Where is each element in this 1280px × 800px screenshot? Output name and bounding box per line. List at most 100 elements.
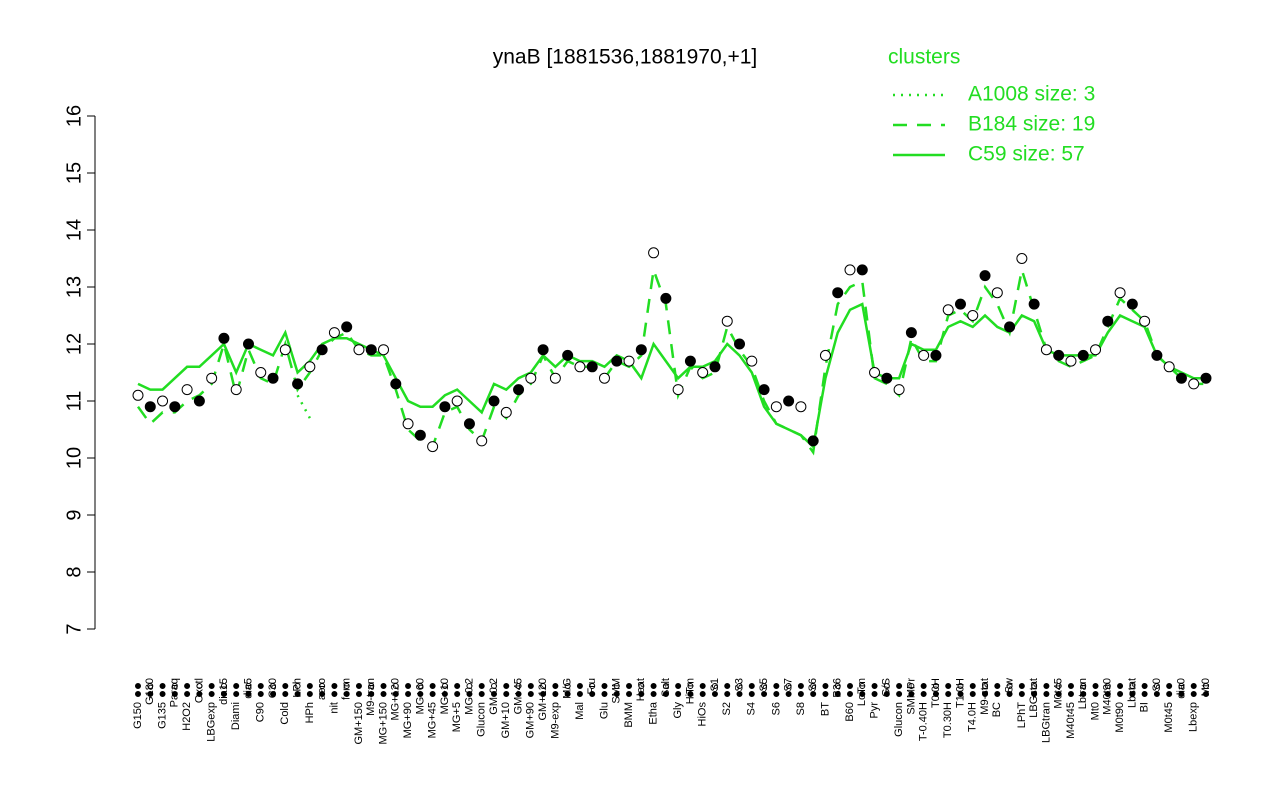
x-tick-dot — [908, 683, 915, 689]
x-tick-label: nit — [328, 702, 340, 714]
x-tick-dot — [1080, 691, 1087, 697]
point — [709, 361, 721, 373]
point — [684, 355, 696, 367]
point — [476, 435, 488, 447]
x-tick-dot — [405, 691, 412, 697]
x-tick-label: MG+5 — [451, 702, 463, 732]
point — [869, 367, 881, 378]
x-tick-dot — [650, 691, 657, 697]
x-tick-label: HPh — [304, 702, 316, 723]
point — [1028, 298, 1040, 310]
x-tick-label: Gly — [672, 702, 684, 719]
x-tick-dot — [662, 683, 669, 689]
x-tick-dot — [503, 683, 510, 689]
x-tick-dot — [613, 683, 620, 689]
x-tick-dot — [847, 683, 853, 689]
x-tick-dot — [920, 683, 927, 689]
legend-title: clusters — [888, 46, 960, 69]
x-tick-dot — [711, 683, 718, 689]
x-tick-dot — [454, 683, 461, 689]
x-tick-dot — [355, 691, 362, 697]
x-tick-label: T4.0H — [967, 702, 979, 732]
point — [513, 384, 525, 396]
point — [1004, 321, 1016, 333]
x-tick-dot — [1203, 683, 1209, 689]
x-tick-dot — [1006, 683, 1013, 689]
x-tick-dot — [613, 691, 620, 697]
x-tick-dot — [184, 691, 191, 697]
series-line — [137, 302, 1206, 450]
point — [623, 355, 635, 367]
x-tick-dot — [871, 691, 878, 697]
x-tick-dot — [920, 691, 927, 697]
x-tick-label: M0t45 — [1163, 702, 1175, 733]
x-tick-dot — [478, 683, 485, 689]
x-tick-label: S3 — [733, 678, 745, 691]
x-tick-dot — [1080, 683, 1087, 689]
x-tick-dot — [883, 683, 890, 689]
x-tick-dot — [932, 691, 939, 697]
x-tick-dot — [1190, 683, 1197, 689]
x-tick-dot — [822, 691, 829, 697]
x-tick-dot — [1092, 691, 1099, 697]
x-tick-dot — [1117, 683, 1124, 689]
x-tick-dot — [552, 691, 559, 697]
x-tick-label: GM+150 — [353, 702, 365, 745]
x-tick-dot — [368, 691, 375, 697]
x-tick-label: Sw — [1003, 678, 1015, 693]
x-tick-label: Oxctl — [193, 678, 205, 703]
y-tick-label: 10 — [63, 447, 85, 469]
x-tick-dot — [1178, 691, 1185, 697]
x-tick-dot — [257, 683, 264, 689]
x-tick-dot — [601, 691, 608, 697]
x-tick-dot — [282, 683, 289, 689]
x-tick-dot — [245, 691, 252, 697]
point — [611, 355, 623, 367]
x-tick-dot — [515, 683, 522, 689]
x-tick-dot — [724, 683, 731, 689]
x-tick-dot — [994, 691, 1001, 697]
point — [414, 429, 426, 441]
x-tick-dot — [1006, 691, 1013, 697]
x-tick-label: S2 — [721, 702, 733, 715]
x-tick-label: dia0 — [1175, 678, 1187, 699]
point — [795, 401, 807, 413]
point — [488, 395, 500, 407]
x-tick-label: SMMPr — [905, 678, 917, 715]
x-tick-label: HiOs — [697, 702, 709, 727]
x-tick-dot — [564, 683, 571, 689]
y-tick-label: 16 — [63, 105, 85, 127]
x-tick-label: Fru — [586, 678, 598, 695]
x-tick-label: Mt0 — [1200, 678, 1212, 696]
point — [230, 384, 242, 396]
y-tick-label: 15 — [63, 162, 85, 184]
x-tick-label: Etha — [647, 701, 659, 725]
x-tick-dot — [957, 683, 964, 689]
x-tick-label: LPhT — [1016, 702, 1028, 729]
x-tick-dot — [797, 691, 804, 697]
x-tick-label: Cold — [279, 702, 291, 725]
x-tick-dot — [478, 691, 485, 697]
point — [893, 384, 905, 396]
x-tick-dot — [343, 683, 350, 689]
x-tick-label: B36 — [832, 678, 844, 698]
x-tick-dot — [233, 691, 240, 697]
point — [1114, 287, 1126, 299]
x-tick-label: Mal — [574, 702, 586, 720]
x-tick-label: S4 — [746, 702, 758, 715]
x-tick-dot — [355, 683, 362, 689]
point — [378, 344, 390, 356]
x-tick-dot — [957, 691, 964, 697]
x-tick-label: BT — [819, 702, 831, 716]
x-tick-dot — [429, 683, 436, 689]
x-tick-label: aero — [316, 678, 328, 700]
x-tick-label: LoTm — [856, 678, 868, 706]
x-tick-dot — [699, 691, 706, 697]
point — [697, 367, 709, 378]
series-line — [296, 394, 311, 419]
x-tick-label: MG+90 — [402, 702, 414, 738]
x-tick-dot — [1055, 691, 1062, 697]
x-tick-dot — [883, 691, 890, 697]
x-tick-dot — [392, 683, 399, 689]
x-tick-dot — [380, 683, 387, 689]
